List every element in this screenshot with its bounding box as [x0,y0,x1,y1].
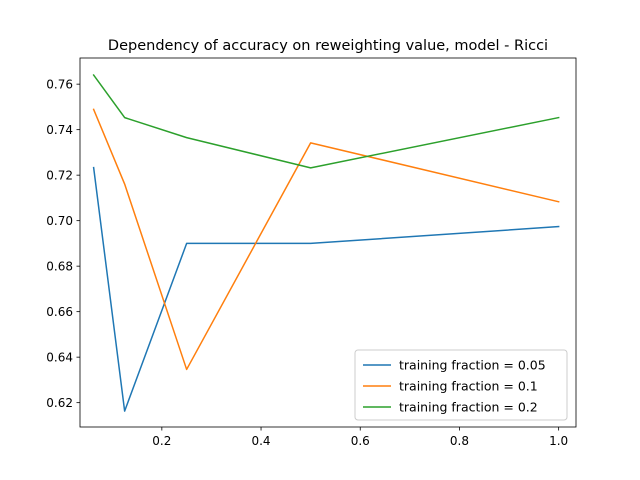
y-tick-label: 0.74 [46,123,73,137]
axes-frame [79,57,577,428]
y-tick-label: 0.76 [46,78,73,92]
y-tick-label: 0.68 [46,260,73,274]
x-tick-label: 1.0 [549,434,568,448]
chart-title: Dependency of accuracy on reweighting va… [108,38,548,54]
y-tick-label: 0.72 [46,169,73,183]
x-tick-label: 0.2 [152,434,171,448]
series-line-3 [92,74,560,169]
plot-area: 0.2 0.4 0.6 0.8 1.0 0.62 0.64 0.66 0.68 0.70 0.72 0… [46,57,577,448]
legend: training fraction = 0.05 training fractio… [354,349,568,421]
series-line-2 [92,108,560,371]
y-tick-label: 0.62 [46,396,73,410]
legend-label-1: training fraction = 0.05 [399,358,546,373]
y-tick-label: 0.70 [46,214,73,228]
x-tick-label: 0.6 [351,434,370,448]
series-line-1 [92,166,560,412]
x-tick-label: 0.4 [251,434,270,448]
x-tick-label: 0.8 [450,434,469,448]
y-tick-label: 0.66 [46,305,73,319]
legend-box [354,349,568,421]
legend-label-2: training fraction = 0.1 [399,379,538,394]
y-tick-label: 0.64 [46,351,73,365]
legend-label-3: training fraction = 0.2 [399,400,538,415]
